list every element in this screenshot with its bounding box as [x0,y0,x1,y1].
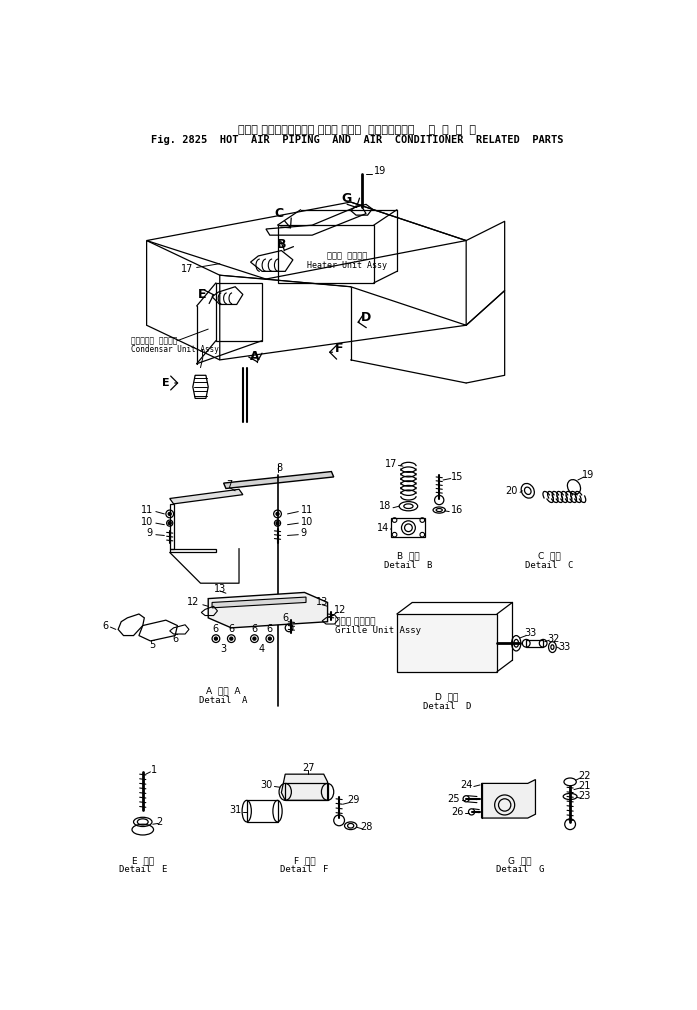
Text: 7: 7 [226,480,232,490]
Text: 27: 27 [302,763,314,773]
Text: 3: 3 [220,643,227,653]
Circle shape [253,637,256,640]
Text: G  詳細: G 詳細 [508,855,532,865]
Text: Detail  A: Detail A [199,696,248,705]
Polygon shape [397,614,497,672]
Text: A: A [250,349,259,363]
Text: Detail  D: Detail D [422,702,471,711]
Text: 19: 19 [582,471,594,481]
Text: 10: 10 [141,516,153,526]
Text: 12: 12 [187,598,199,607]
Text: 10: 10 [300,516,313,526]
Text: 6: 6 [267,624,273,634]
Text: 32: 32 [547,633,560,643]
Polygon shape [482,780,535,818]
Text: A  詳細  A: A 詳細 A [206,687,241,696]
Text: 24: 24 [460,780,473,790]
Text: F  詳細: F 詳細 [293,855,315,865]
Circle shape [276,521,279,524]
Text: E: E [198,288,207,301]
Text: Detail  F: Detail F [280,866,329,874]
Text: 25: 25 [447,794,460,804]
Text: B  詳細: B 詳細 [397,551,420,561]
Text: 5: 5 [149,639,155,649]
Text: 6: 6 [172,633,178,643]
Text: 11: 11 [141,505,153,515]
Circle shape [215,637,217,640]
Text: Condensar Unit Assy: Condensar Unit Assy [131,344,219,354]
Text: 21: 21 [579,781,591,791]
Text: 23: 23 [579,792,591,802]
Text: 22: 22 [579,771,591,781]
Text: 18: 18 [378,501,391,511]
Text: コンデンサ  ユニット: コンデンサ ユニット [131,336,178,345]
Text: 2: 2 [156,817,162,827]
Text: Heater Unit Assy: Heater Unit Assy [307,262,387,271]
Text: 11: 11 [300,505,313,515]
Text: C  詳細: C 詳細 [538,551,560,561]
Text: 9: 9 [300,528,307,538]
Text: 15: 15 [451,472,463,482]
Text: 31: 31 [229,805,241,815]
Text: Detail  B: Detail B [384,561,433,570]
Circle shape [268,637,271,640]
Text: I: I [201,348,204,359]
Text: Detail  C: Detail C [525,561,574,570]
Text: 1: 1 [151,765,157,775]
Text: 6: 6 [102,620,108,630]
Text: D  詳細: D 詳細 [435,693,459,702]
Text: 26: 26 [452,807,464,817]
Polygon shape [224,472,334,489]
Text: 13: 13 [214,584,226,594]
Circle shape [168,521,171,524]
Text: F: F [335,341,344,355]
Text: 12: 12 [334,605,346,615]
Text: E  詳細: E 詳細 [132,855,154,865]
Text: 33: 33 [524,628,536,638]
Text: 33: 33 [558,642,571,652]
Text: ホット エアーパイピング および エアー  コンディショナ    関  連  部  品: ホット エアーパイピング および エアー コンディショナ 関 連 部 品 [238,125,476,135]
Circle shape [168,512,171,515]
Text: 30: 30 [260,780,272,790]
Text: D: D [361,311,372,324]
Polygon shape [208,593,328,628]
Text: 4: 4 [259,643,265,653]
Text: ヒータ  ユニット: ヒータ ユニット [327,251,367,261]
Text: 16: 16 [451,505,463,515]
Text: 6: 6 [282,613,289,623]
Text: Fig. 2825  HOT  AIR  PIPING  AND  AIR  CONDITIONER  RELATED  PARTS: Fig. 2825 HOT AIR PIPING AND AIR CONDITI… [151,135,563,145]
Text: C: C [275,207,284,220]
Text: 20: 20 [505,486,518,496]
Text: G: G [342,192,352,205]
Circle shape [276,512,279,515]
Text: 8: 8 [277,463,283,473]
Text: B: B [277,238,286,250]
Text: 19: 19 [374,167,386,177]
Text: Grille Unit Assy: Grille Unit Assy [335,626,421,635]
Text: 14: 14 [377,523,389,532]
Text: 17: 17 [181,264,194,274]
Text: E: E [162,378,169,388]
Polygon shape [282,774,328,800]
Text: 6: 6 [228,624,234,634]
Text: 29: 29 [347,795,359,805]
Text: グリル ユニット: グリル ユニット [335,617,376,626]
Polygon shape [169,489,243,504]
Text: Detail  G: Detail G [496,866,544,874]
Polygon shape [212,597,306,608]
Text: 28: 28 [360,822,372,832]
Text: 6: 6 [213,624,219,634]
Circle shape [230,637,233,640]
Text: Detail  E: Detail E [118,866,167,874]
Text: 13: 13 [316,598,328,607]
Text: 17: 17 [385,459,397,469]
Text: 9: 9 [146,528,153,538]
Text: 6: 6 [252,624,257,634]
